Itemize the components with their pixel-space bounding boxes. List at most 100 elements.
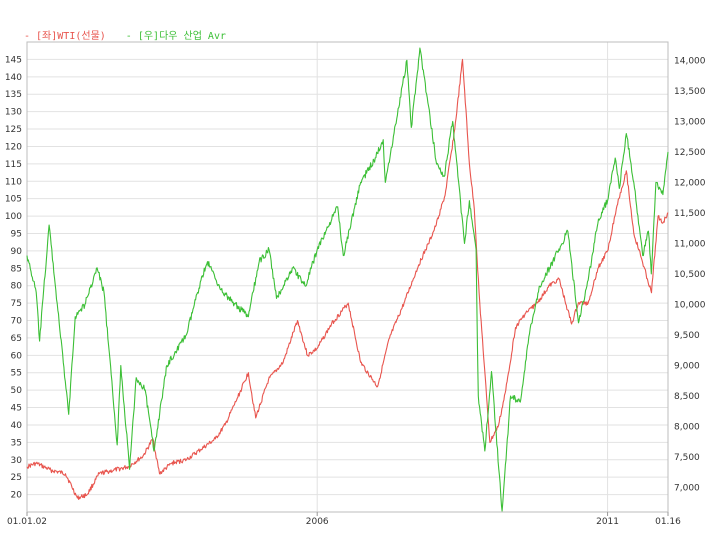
data-point-wti xyxy=(650,291,653,294)
data-point-wti xyxy=(557,277,560,280)
data-point-dow xyxy=(268,248,271,251)
data-point-dow xyxy=(38,340,41,343)
data-point-wti xyxy=(434,225,437,228)
y-right-tick-label: 13,000 xyxy=(674,117,706,127)
data-point-wti xyxy=(158,472,161,475)
data-point-wti xyxy=(267,378,270,381)
data-point-dow xyxy=(83,303,86,306)
data-point-wti xyxy=(514,326,517,329)
y-left-tick-label: 95 xyxy=(11,229,22,239)
data-point-dow xyxy=(359,181,362,184)
y-left-tick-label: 140 xyxy=(5,73,22,83)
data-point-dow xyxy=(475,248,478,251)
data-point-wti xyxy=(236,396,239,399)
y-right-tick-label: 7,000 xyxy=(674,484,700,494)
data-point-dow xyxy=(483,449,486,452)
data-point-dow xyxy=(74,315,77,318)
y-left-tick-label: 65 xyxy=(11,334,22,344)
data-point-wti xyxy=(485,396,488,399)
y-left-tick-label: 45 xyxy=(11,404,22,414)
data-point-dow xyxy=(418,47,421,50)
y-left-tick-label: 120 xyxy=(5,142,22,152)
y-right-tick-label: 12,500 xyxy=(674,148,706,158)
data-point-wti xyxy=(461,58,464,61)
data-point-wti xyxy=(306,354,309,357)
data-point-dow xyxy=(650,272,653,275)
data-point-dow xyxy=(647,230,650,233)
data-point-dow xyxy=(221,291,224,294)
data-point-dow xyxy=(336,205,339,208)
data-point-wti xyxy=(330,323,333,326)
legend-label-dow: - [우]다우 산업 Avr xyxy=(125,31,226,42)
data-point-dow xyxy=(291,266,294,269)
y-right-tick-label: 12,000 xyxy=(674,178,706,188)
data-point-dow xyxy=(119,364,122,367)
data-point-wti xyxy=(504,389,507,392)
data-point-dow xyxy=(654,181,657,184)
data-point-dow xyxy=(405,59,408,62)
data-point-wti xyxy=(282,361,285,364)
legend-item-wti[interactable]: - [좌]WTI(선물) xyxy=(24,27,106,42)
data-point-wti xyxy=(316,347,319,350)
y-right-tick-label: 9,500 xyxy=(674,331,700,341)
data-point-dow xyxy=(144,388,147,391)
data-point-wti xyxy=(199,448,202,451)
data-point-dow xyxy=(304,285,307,288)
y-left-tick-label: 85 xyxy=(11,264,22,274)
data-point-wti xyxy=(444,194,447,197)
data-point-dow xyxy=(501,511,504,514)
data-point-dow xyxy=(410,126,413,129)
data-point-dow xyxy=(165,364,168,367)
data-point-dow xyxy=(258,260,261,263)
data-point-dow xyxy=(477,395,480,398)
y-left-tick-label: 60 xyxy=(11,351,23,361)
data-point-dow xyxy=(316,248,319,251)
data-point-dow xyxy=(382,138,385,141)
data-point-wti xyxy=(296,319,299,322)
data-point-dow xyxy=(451,120,454,123)
data-point-wti xyxy=(548,284,551,287)
data-point-dow xyxy=(135,376,138,379)
y-right-tick-label: 7,500 xyxy=(674,453,700,463)
data-point-wti xyxy=(185,458,188,461)
y-left-tick-label: 35 xyxy=(11,438,22,448)
data-point-wti xyxy=(86,493,89,496)
x-tick-label: 2011 xyxy=(596,517,619,527)
data-point-wti xyxy=(488,441,491,444)
data-point-wti xyxy=(661,222,664,225)
data-point-wti xyxy=(76,497,79,500)
y-right-tick-label: 10,000 xyxy=(674,300,706,310)
data-point-wti xyxy=(570,323,573,326)
data-point-dow xyxy=(597,218,600,221)
data-point-dow xyxy=(509,395,512,398)
data-point-dow xyxy=(96,266,99,269)
data-point-wti xyxy=(26,465,29,468)
data-point-dow xyxy=(48,224,51,227)
data-point-wti xyxy=(497,423,500,426)
data-point-dow xyxy=(67,413,70,416)
y-left-tick-label: 135 xyxy=(5,90,22,100)
data-point-wti xyxy=(667,211,670,214)
data-point-dow xyxy=(152,449,155,452)
y-right-tick-label: 10,500 xyxy=(674,270,706,280)
data-point-wti xyxy=(112,469,115,472)
data-point-dow xyxy=(116,443,119,446)
data-point-wti xyxy=(98,472,101,475)
data-point-dow xyxy=(35,291,38,294)
data-point-wti xyxy=(615,204,618,207)
data-point-dow xyxy=(625,132,628,135)
data-point-dow xyxy=(618,187,621,190)
data-point-wti xyxy=(359,361,362,364)
y-left-tick-label: 125 xyxy=(5,125,22,135)
data-point-wti xyxy=(214,437,217,440)
legend-item-dow[interactable]: - [우]다우 산업 Avr xyxy=(126,27,226,42)
data-point-dow xyxy=(661,193,664,196)
data-point-wti xyxy=(376,385,379,388)
series-line-dow xyxy=(26,47,669,512)
data-point-wti xyxy=(427,242,430,245)
y-left-tick-label: 130 xyxy=(5,108,22,118)
data-point-dow xyxy=(199,279,202,282)
data-point-wti xyxy=(141,455,144,458)
data-point-dow xyxy=(443,175,446,178)
